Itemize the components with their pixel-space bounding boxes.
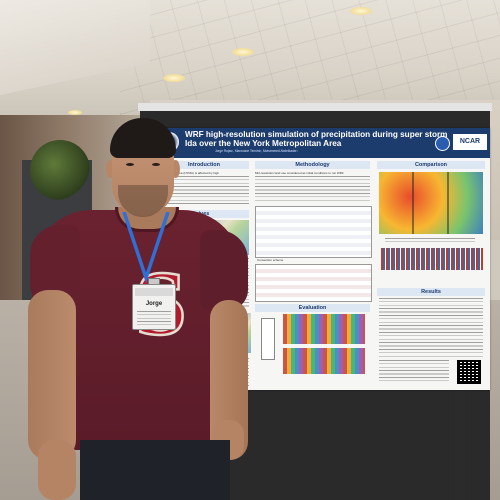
evaluation-legend [261, 318, 275, 360]
person-ear-left [106, 160, 115, 178]
person-hand-left [38, 440, 76, 500]
nsf-logo-icon [435, 136, 450, 151]
poster-authors: Jorge Rojas¹, Marouane Temimi¹, Mohammed… [215, 149, 298, 153]
shirt-sleeve-right [200, 230, 248, 310]
intro-body [159, 176, 249, 206]
person-arm-left [28, 290, 76, 460]
table-label-convection: Convection scheme [257, 258, 284, 262]
person-eye-left [126, 163, 134, 166]
ceiling-tiles [120, 0, 500, 115]
section-comparison: Comparison [377, 161, 485, 169]
badge-name: Jorge [145, 301, 163, 307]
schemes-table [255, 206, 372, 258]
section-results: Results [377, 288, 485, 296]
person-pants [80, 440, 230, 500]
badge-header [135, 288, 173, 296]
methodology-text: Mid-resolution land use considered as in… [255, 171, 344, 175]
plant [30, 140, 90, 200]
poster-title-line1: WRF high-resolution simulation of precip… [185, 130, 448, 139]
poster-board-leg [455, 390, 465, 500]
section-evaluation: Evaluation [255, 304, 370, 312]
precipitation-maps [379, 172, 483, 234]
section-methodology: Methodology [255, 161, 370, 169]
ceiling-light-icon [350, 7, 372, 15]
results-body [379, 298, 483, 358]
references [379, 360, 449, 384]
poster-title-line2: Ida over the New York Metropolitan Area [185, 139, 342, 148]
lanyard [122, 212, 170, 284]
section-introduction: Introduction [159, 161, 249, 169]
ceiling-light-icon [68, 110, 82, 115]
intro-text: Metropolitan Area (NYMA) is affected by … [159, 171, 219, 175]
ceiling-light-icon [163, 74, 185, 82]
evaluation-heatmap-bottom [283, 348, 365, 374]
badge-details [137, 311, 171, 325]
person-eye-right [152, 163, 160, 166]
poster-board-frame [138, 103, 492, 111]
ceiling-light-icon [232, 48, 254, 56]
station-bar-chart [381, 248, 483, 270]
comparison-caption [385, 238, 475, 243]
methodology-body [255, 176, 370, 202]
ncar-logo-icon: NCAR [453, 134, 487, 150]
name-badge: Jorge [132, 284, 176, 330]
person-ear-right [171, 160, 180, 178]
poster-header [155, 128, 490, 158]
evaluation-heatmap-top [283, 314, 365, 344]
precipitation-table [255, 264, 372, 302]
qr-code-icon [457, 360, 481, 384]
